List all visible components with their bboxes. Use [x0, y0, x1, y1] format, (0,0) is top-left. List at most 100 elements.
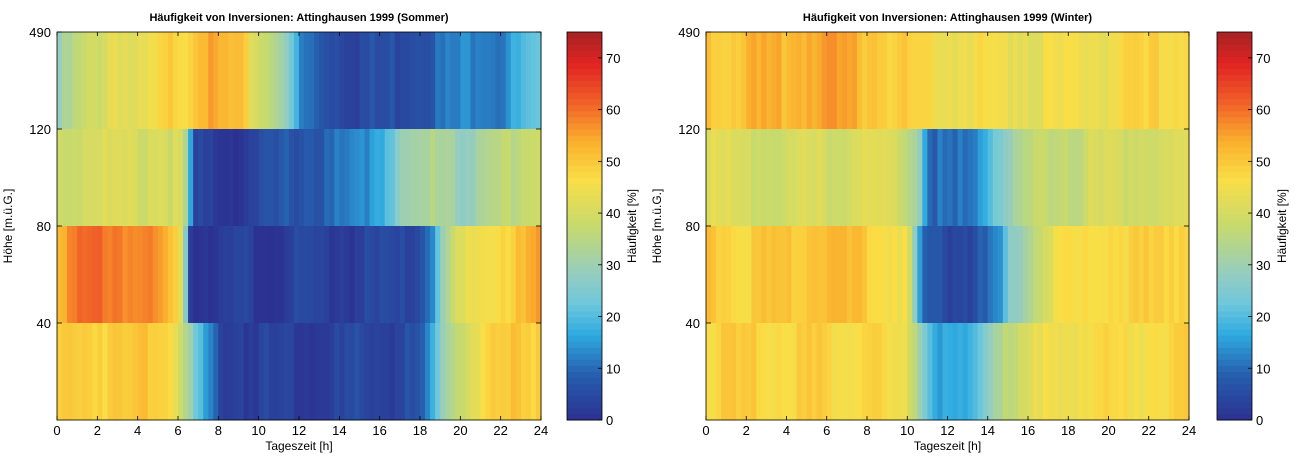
heatmap-cell: [972, 323, 979, 421]
heatmap-cell: [233, 129, 240, 227]
heatmap-cell: [1033, 129, 1039, 227]
heatmap-cell: [1103, 323, 1110, 421]
heatmap-cell: [1017, 323, 1024, 421]
heatmap-cell: [917, 32, 923, 130]
heatmap-cell: [455, 129, 461, 227]
heatmap-cell: [861, 323, 868, 421]
x-tick-label: 12: [940, 423, 954, 438]
heatmap-cell: [157, 323, 164, 421]
heatmap-cell: [268, 32, 275, 130]
heatmap-cell: [309, 129, 315, 227]
heatmap-cell: [1113, 129, 1120, 227]
heatmap-cell: [736, 323, 742, 421]
heatmap-cell: [117, 32, 124, 130]
heatmap-cell: [92, 129, 98, 227]
heatmap-cell: [811, 226, 818, 324]
heatmap-cell: [354, 32, 361, 130]
heatmap-cell: [1093, 323, 1100, 421]
heatmap-cell: [243, 323, 250, 421]
x-tick-label: 16: [372, 423, 386, 438]
heatmap-cell: [846, 32, 853, 130]
colorbar-segment: [1217, 129, 1252, 136]
heatmap-cell: [741, 32, 747, 130]
heatmap-cell: [530, 129, 537, 227]
heatmap-cell: [887, 32, 893, 130]
heatmap-cell: [107, 32, 114, 130]
heatmap-cell: [867, 32, 873, 130]
heatmap-cell: [1068, 226, 1074, 324]
heatmap-cell: [987, 226, 994, 324]
heatmap-cell: [1063, 226, 1069, 324]
colorbar-segment: [567, 365, 602, 372]
colorbar-frame: [566, 31, 603, 421]
heatmap-cell: [450, 226, 456, 324]
heatmap-cell: [480, 129, 487, 227]
colorbar-segment: [567, 244, 602, 251]
heatmap-cell: [1173, 226, 1180, 324]
heatmap-cell: [72, 323, 78, 421]
heatmap-cell: [304, 129, 310, 227]
colorbar-segment: [1217, 353, 1252, 360]
colorbar-segment: [567, 44, 602, 51]
heatmap-cell: [475, 32, 482, 130]
heatmap-cell: [786, 129, 793, 227]
colorbar-segment: [1217, 32, 1252, 39]
heatmap-cell: [791, 32, 798, 130]
colorbar-segment: [1217, 365, 1252, 372]
heatmap-cell: [1058, 129, 1064, 227]
heatmap-cell: [435, 323, 441, 421]
heatmap-cell: [520, 129, 527, 227]
heatmap-cell: [162, 129, 169, 227]
heatmap-cell: [877, 323, 883, 421]
heatmap-cell: [218, 226, 224, 324]
colorbar-segment: [567, 353, 602, 360]
heatmap-cell: [425, 32, 431, 130]
heatmap-cell: [831, 32, 838, 130]
heatmap-cell: [771, 32, 778, 130]
heatmap-cell: [293, 323, 300, 421]
y-tick-label: 490: [29, 25, 51, 40]
heatmap-cell: [288, 129, 295, 227]
heatmap-cell: [77, 226, 83, 324]
heatmap-cell: [319, 32, 325, 130]
heatmap-cell: [122, 129, 129, 227]
heatmap-cell: [178, 323, 184, 421]
heatmap-cell: [525, 323, 532, 421]
heatmap-cell: [87, 32, 93, 130]
heatmap-cell: [414, 32, 421, 130]
heatmap-cell: [178, 32, 184, 130]
heatmap-cell: [1128, 32, 1135, 130]
colorbar-segment: [567, 104, 602, 112]
heatmap-cell: [942, 129, 949, 227]
colorbar-segment: [1217, 286, 1252, 294]
heatmap-cell: [455, 226, 461, 324]
heatmap-cell: [1078, 323, 1084, 421]
heatmap-cell: [801, 32, 808, 130]
heatmap-cell: [982, 32, 989, 130]
colorbar: 0 10 20 30 40 50 60 70 Häufigkeit [%]: [1216, 31, 1289, 428]
colorbar-segment: [1217, 413, 1252, 421]
heatmap-cell: [394, 129, 401, 227]
heatmap-cell: [102, 129, 109, 227]
heatmap-cell: [314, 129, 320, 227]
heatmap-cell: [1007, 226, 1014, 324]
heatmap-cell: [1133, 32, 1140, 130]
heatmap-cell: [162, 226, 169, 324]
colorbar-segment: [567, 262, 602, 269]
heatmap-cell: [455, 32, 461, 130]
heatmap-cell: [922, 323, 928, 421]
heatmap-cell: [942, 323, 949, 421]
heatmap-cell: [1158, 323, 1165, 421]
colorbar-segment: [1217, 329, 1252, 336]
heatmap-cell: [972, 129, 979, 227]
heatmap-cell: [992, 226, 999, 324]
heatmap-cell: [1093, 129, 1100, 227]
heatmap-cell: [957, 129, 964, 227]
heatmap-cell: [354, 129, 361, 227]
heatmap-cell: [334, 32, 340, 130]
heatmap-cell: [1183, 32, 1190, 130]
heatmap-cell: [505, 226, 512, 324]
heatmap-cell: [369, 323, 376, 421]
heatmap-cell: [1022, 32, 1029, 130]
heatmap-cell: [1158, 226, 1165, 324]
